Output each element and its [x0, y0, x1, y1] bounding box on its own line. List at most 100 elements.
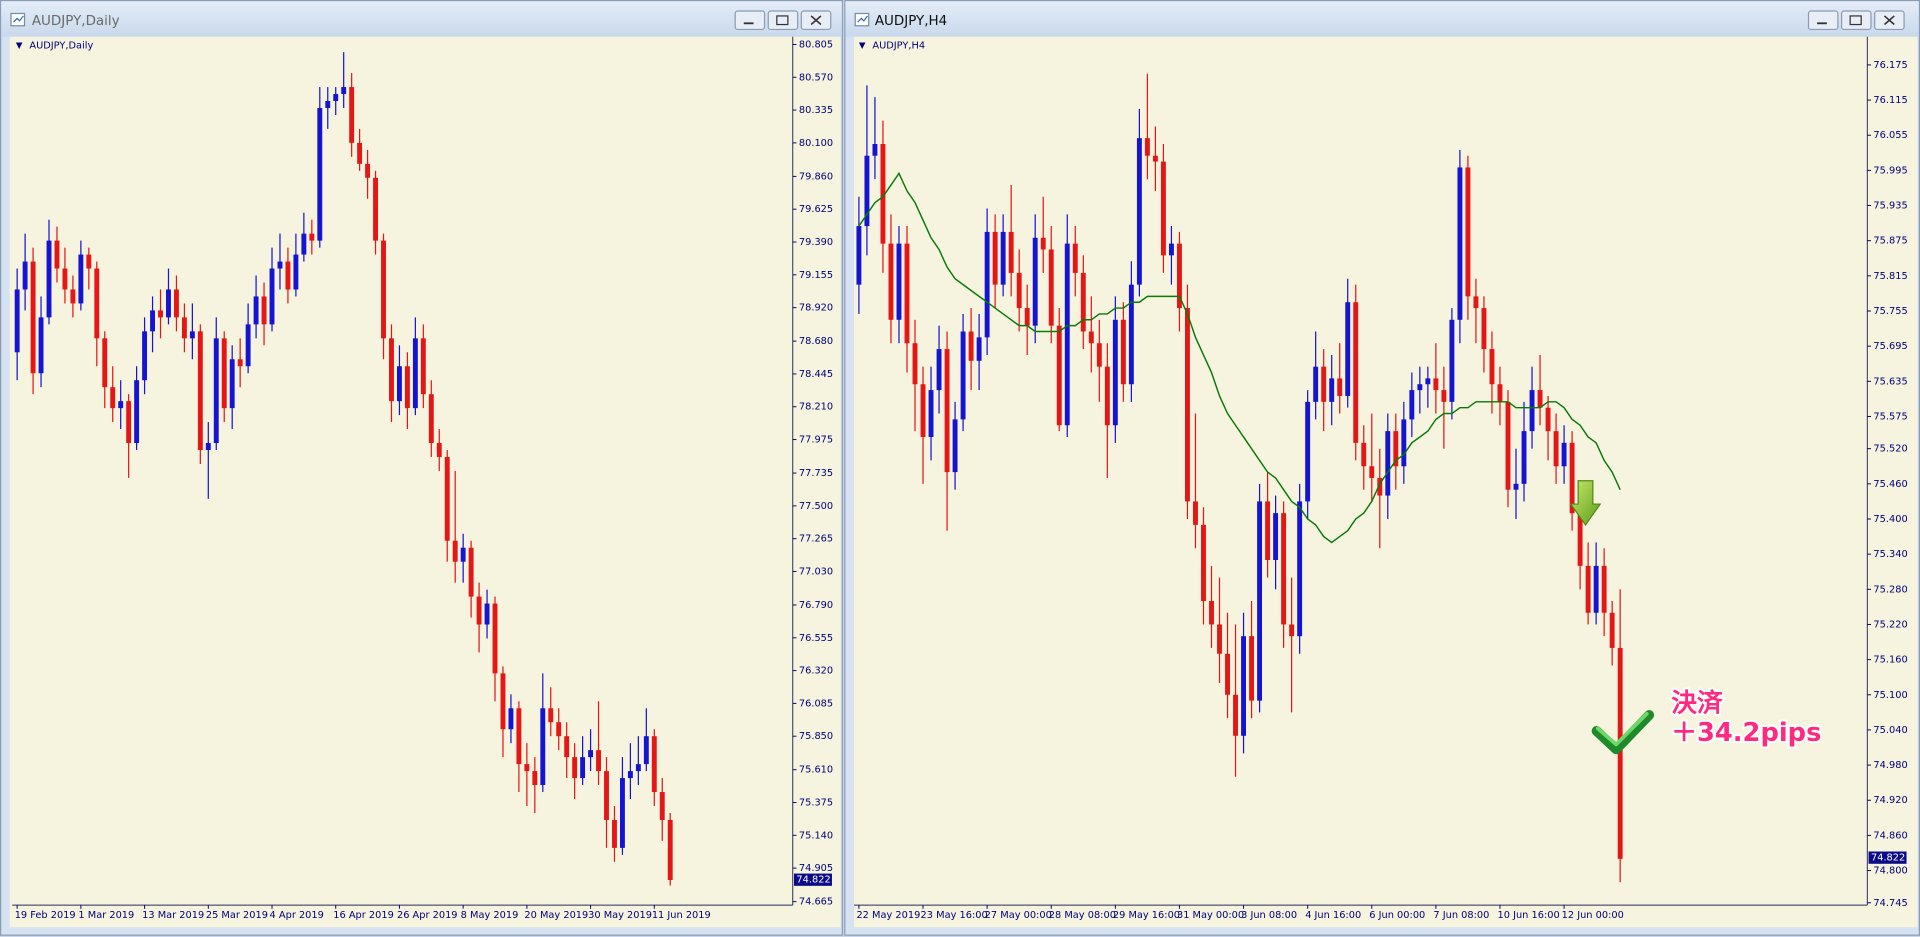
candle-body — [1233, 694, 1238, 736]
candle-body — [221, 338, 227, 409]
candle-body — [1369, 466, 1375, 478]
y-tick-label: 76.175 — [1873, 60, 1907, 71]
candle-body — [237, 359, 243, 367]
candle-body — [213, 338, 219, 444]
x-tick-label: 4 Apr 2019 — [270, 910, 324, 921]
candle-body — [1217, 624, 1222, 654]
y-tick-label: 75.875 — [1873, 236, 1907, 247]
x-tick-label: 10 Jun 16:00 — [1498, 910, 1560, 921]
candle-body — [317, 107, 323, 241]
maximize-button[interactable] — [767, 10, 799, 31]
candle-body — [86, 254, 92, 269]
y-tick-label: 74.980 — [1873, 760, 1907, 771]
candle-body — [928, 390, 934, 437]
chart-label: AUDJPY,Daily — [29, 40, 93, 51]
y-tick-label: 75.140 — [799, 830, 833, 841]
x-tick-label: 25 Mar 2019 — [206, 910, 268, 921]
candle-body — [309, 233, 315, 241]
candle-body — [102, 338, 108, 388]
candle-body — [516, 708, 522, 765]
candle-body — [62, 268, 68, 290]
candle-body — [872, 144, 878, 156]
x-tick-label: 7 Jun 08:00 — [1433, 910, 1489, 921]
candle-body — [1361, 442, 1367, 467]
candle-body — [1505, 401, 1511, 490]
candle-body — [476, 596, 482, 625]
candle-body — [1353, 302, 1359, 443]
candle-body — [896, 243, 902, 320]
y-tick-label: 75.695 — [1873, 341, 1907, 352]
candle-body — [540, 708, 546, 786]
x-tick-label: 13 Mar 2019 — [142, 910, 204, 921]
y-tick-label: 79.155 — [799, 270, 833, 281]
y-tick-label: 75.340 — [1873, 549, 1907, 560]
candle-body — [1193, 501, 1198, 525]
candle-body — [1016, 272, 1022, 309]
maximize-button[interactable] — [1840, 10, 1872, 31]
y-tick-label: 78.210 — [799, 402, 833, 413]
y-tick-label: 75.935 — [1873, 201, 1907, 212]
check-icon — [1591, 710, 1655, 755]
candle-body — [94, 268, 100, 339]
candle-body — [1617, 647, 1623, 859]
candle-body — [984, 231, 990, 338]
candle-body — [960, 331, 966, 420]
candle-body — [524, 764, 530, 772]
y-tick-label: 74.920 — [1873, 795, 1907, 806]
candle-body — [604, 771, 609, 820]
candle-body — [452, 540, 458, 562]
chart-area — [9, 36, 841, 928]
candle-body — [1561, 442, 1567, 467]
candle-body — [1297, 501, 1303, 637]
candle-body — [619, 778, 625, 848]
y-tick-label: 77.030 — [799, 566, 833, 577]
close-button[interactable] — [800, 10, 832, 31]
candle-body — [14, 289, 20, 353]
last-price-label: 74.822 — [1871, 853, 1905, 864]
window-title: AUDJPY,Daily — [32, 13, 120, 29]
y-tick-label: 77.500 — [799, 501, 833, 512]
x-tick-label: 22 May 2019 — [856, 910, 920, 921]
candle-body — [1168, 243, 1174, 256]
candle-body — [1241, 636, 1247, 736]
candle-body — [357, 142, 363, 164]
y-tick-label: 80.335 — [799, 105, 833, 116]
candle-body — [968, 331, 974, 361]
candle-body — [269, 268, 275, 325]
candle-body — [126, 401, 132, 444]
candle-body — [612, 819, 617, 848]
y-tick-label: 75.755 — [1873, 306, 1907, 317]
y-tick-label: 80.100 — [799, 138, 833, 149]
minimize-button[interactable] — [1807, 10, 1839, 31]
candle-body — [389, 338, 394, 402]
window-h4: AUDJPY,H4 ▼ AUDJPY,H4 — [844, 0, 1920, 936]
close-button[interactable] — [1874, 10, 1905, 31]
candle-body — [1096, 343, 1102, 367]
x-tick-label: 29 May 16:00 — [1113, 910, 1180, 921]
candle-body — [341, 87, 347, 95]
chart-label: AUDJPY,H4 — [872, 40, 925, 51]
candle-body — [333, 94, 339, 102]
candle-body — [197, 331, 203, 451]
x-tick-label: 1 Mar 2019 — [78, 910, 134, 921]
candle-body — [856, 226, 862, 285]
candle-body — [150, 310, 155, 332]
candle-body — [1056, 325, 1062, 426]
candle-body — [381, 240, 386, 339]
x-tick-label: 31 May 00:00 — [1177, 910, 1244, 921]
y-tick-label: 78.680 — [799, 336, 833, 347]
candle-body — [596, 750, 601, 772]
candle-body — [1000, 231, 1006, 285]
x-tick-label: 6 Jun 00:00 — [1369, 910, 1425, 921]
annotation: 決済 — [1671, 687, 1723, 718]
candle-body — [904, 243, 910, 344]
y-tick-label: 75.100 — [1873, 690, 1907, 701]
candle-body — [667, 819, 673, 880]
candle-body — [1457, 167, 1463, 320]
candle-body — [158, 310, 163, 318]
window-icon — [854, 12, 870, 27]
candle-body — [38, 317, 44, 374]
minimize-button[interactable] — [734, 10, 766, 31]
candle-body — [1249, 636, 1255, 701]
